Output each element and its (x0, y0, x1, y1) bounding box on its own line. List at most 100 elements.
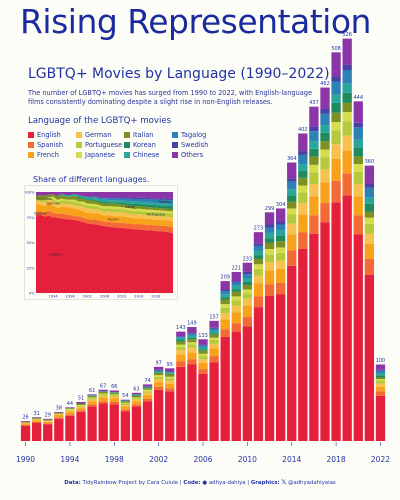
bar-segment-japanese-2022 (375, 379, 386, 381)
legend-swatch (172, 141, 178, 148)
bar-segment-japanese-2015 (298, 185, 308, 193)
inset-panel: 0% 25% 50% 75% 100% English French Spanish Germa… (24, 185, 178, 300)
bar-segment-german-1992 (43, 421, 53, 422)
bar-segment-portuguese-2011 (253, 268, 264, 276)
legend-item-swedish: Swedish (172, 140, 217, 149)
x-tick-label-2014: 2014 (282, 455, 301, 464)
bar-segment-german-2020 (353, 183, 363, 197)
bar-segment-italian-1994 (65, 408, 75, 409)
bar-segment-swedish-2020 (353, 122, 363, 128)
inset-x-tick-label: 2002 (83, 295, 92, 299)
bar-segment-korean-2010 (242, 281, 253, 285)
bar-segment-german-1993 (54, 414, 64, 415)
inset-area-english (36, 214, 173, 293)
legend-swatch (172, 131, 178, 138)
bar-segment-others-1998 (109, 390, 119, 393)
bar-segment-french-2010 (242, 305, 253, 318)
legend-label: Tagalog (181, 130, 207, 139)
bar-segment-italian-2008 (220, 299, 230, 305)
bar-segment-chinese-2019 (342, 83, 352, 93)
bar-segment-german-1990 (20, 422, 31, 424)
inset-area-swedish (36, 193, 173, 201)
bar-segment-italian-2005 (187, 339, 197, 343)
bar-segment-french-1991 (31, 420, 42, 422)
bar-segment-others-1991 (31, 417, 42, 419)
bar-segment-chinese-1998 (109, 392, 119, 393)
bar-segment-japanese-2004 (176, 344, 186, 347)
bar-segment-chinese-2001 (142, 386, 153, 388)
bar-segment-chinese-2000 (131, 394, 142, 396)
bar-segment-swedish-2009 (231, 281, 241, 283)
bar-total-label-2016: 437 (309, 100, 319, 106)
bar-segment-chinese-1997 (98, 391, 108, 393)
legend-swatch (28, 141, 34, 148)
bar-segment-spanish-2010 (242, 317, 253, 327)
bar-segment-japanese-1994 (65, 408, 75, 410)
bar-segment-english-1995 (76, 411, 86, 441)
bar-segment-spanish-2001 (142, 398, 153, 402)
legend: English German Italian Tagalog Spanish Portug… (28, 130, 218, 159)
bar-segment-others-2005 (187, 327, 197, 334)
inset-area-label-italian: Italian (125, 205, 135, 209)
footer-credits: Data: TidyRainbow Project by Cara Cuiule… (64, 479, 336, 486)
bar-segment-german-2012 (264, 261, 275, 271)
bar-segment-tagalog-2015 (298, 154, 308, 165)
bar-segment-italian-2006 (198, 350, 208, 354)
x-tick-label-2002: 2002 (149, 455, 168, 464)
bar-segment-spanish-1999 (120, 409, 131, 412)
legend-item-chinese: Chinese (124, 150, 169, 159)
bar-segment-english-2022 (375, 395, 386, 441)
bar-segment-korean-2005 (187, 337, 197, 340)
bar-segment-english-1990 (20, 425, 31, 441)
inset-area-korean (36, 194, 173, 210)
x-tick-label-1998: 1998 (105, 455, 124, 464)
bar-segment-portuguese-2019 (342, 121, 352, 136)
bar-segment-spanish-2019 (342, 173, 352, 196)
bar-segment-french-1995 (76, 408, 86, 411)
legend-swatch (28, 151, 34, 158)
bar-segment-korean-2006 (198, 349, 208, 351)
bar-segment-portuguese-2017 (320, 157, 330, 170)
bar-segment-portuguese-2008 (220, 307, 230, 314)
bar-segment-english-1992 (43, 424, 53, 441)
legend-item-korean: Korean (124, 140, 169, 149)
bar-segment-portuguese-2003 (165, 378, 175, 381)
bar-total-label-1993: 38 (56, 405, 62, 411)
legend-label: English (37, 130, 61, 139)
x-tick-label-2022: 2022 (371, 455, 390, 464)
bar-segment-japanese-1999 (120, 402, 131, 404)
bar-segment-english-1996 (87, 406, 97, 441)
bar-total-label-1996: 61 (89, 388, 95, 394)
github-icon: ● (202, 480, 208, 486)
bar-segment-spanish-2016 (309, 215, 319, 234)
bar-segment-korean-2017 (320, 132, 330, 142)
bar-segment-german-2015 (298, 203, 308, 215)
inset-y-tick-label: 100% (25, 191, 35, 195)
bar-segment-german-2001 (142, 392, 153, 396)
legend-label: Japanese (85, 150, 115, 159)
bar-segment-korean-2018 (331, 102, 341, 113)
legend-swatch (28, 131, 34, 138)
bar-segment-chinese-2007 (209, 330, 219, 334)
bar-segment-spanish-2002 (153, 386, 164, 390)
bar-segment-spanish-2017 (320, 203, 330, 223)
bar-segment-spanish-1993 (54, 417, 64, 419)
bar-segment-german-2008 (220, 313, 230, 320)
bar-segment-english-2012 (264, 295, 275, 441)
bar-segment-swedish-2003 (165, 371, 175, 373)
bar-segment-spanish-2008 (220, 329, 230, 337)
bar-segment-german-2000 (131, 399, 142, 402)
bar-segment-japanese-2006 (198, 353, 208, 357)
bar-segment-german-1994 (65, 410, 75, 412)
bar-total-label-1991: 31 (33, 411, 39, 417)
bar-segment-french-1999 (120, 406, 131, 410)
bar-segment-french-2012 (264, 270, 275, 285)
bar-segment-portuguese-1991 (31, 418, 42, 420)
bar-segment-french-2001 (142, 395, 153, 399)
bar-segment-portuguese-2016 (309, 172, 319, 184)
bar-segment-chinese-2006 (198, 346, 208, 350)
legend-swatch (76, 151, 82, 158)
inset-area-spanish (36, 210, 173, 234)
bar-segment-others-2008 (220, 281, 230, 290)
bar-segment-chinese-2014 (287, 189, 297, 196)
